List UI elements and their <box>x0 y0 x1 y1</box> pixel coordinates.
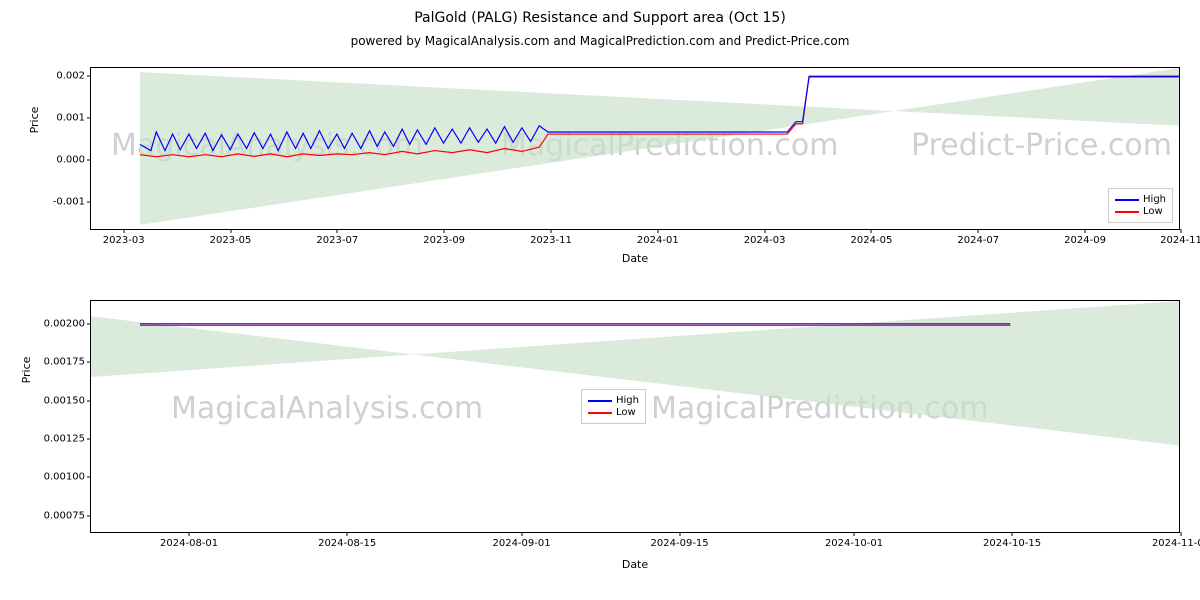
y-tick-label: 0.00100 <box>44 472 91 483</box>
y-tick-label: 0.00125 <box>44 433 91 444</box>
figure-root: PalGold (PALG) Resistance and Support ar… <box>0 0 1200 600</box>
y-tick-mark <box>87 400 91 401</box>
y-tick-mark <box>87 201 91 202</box>
x-tick-mark <box>1181 229 1182 233</box>
legend-item-low: Low <box>1115 206 1166 217</box>
legend-item-low: Low <box>588 407 639 418</box>
y-tick-mark <box>87 118 91 119</box>
x-tick-mark <box>1085 229 1086 233</box>
y-tick-label: 0.00075 <box>44 510 91 521</box>
figure-title-sub: powered by MagicalAnalysis.com and Magic… <box>0 34 1200 48</box>
legend-swatch <box>588 400 612 402</box>
xlabel-bottom: Date <box>90 558 1180 571</box>
legend-swatch <box>1115 199 1139 201</box>
y-tick-mark <box>87 76 91 77</box>
y-tick-mark <box>87 477 91 478</box>
x-tick-mark <box>189 532 190 536</box>
ylabel-top: Price <box>28 60 41 180</box>
chart-panel-bottom: MagicalAnalysis.com MagicalPrediction.co… <box>90 300 1180 533</box>
legend-label: Low <box>1143 206 1163 217</box>
x-tick-mark <box>871 229 872 233</box>
x-tick-mark <box>444 229 445 233</box>
legend-item-high: High <box>588 395 639 406</box>
x-tick-mark <box>347 532 348 536</box>
x-tick-mark <box>764 229 765 233</box>
ylabel-bottom: Price <box>20 290 33 450</box>
legend-bottom: High Low <box>581 389 646 424</box>
y-tick-label: 0.002 <box>56 71 91 82</box>
legend-top: High Low <box>1108 188 1173 223</box>
x-tick-mark <box>230 229 231 233</box>
legend-swatch <box>588 412 612 414</box>
x-tick-mark <box>1181 532 1182 536</box>
support-resistance-band <box>140 68 1179 225</box>
y-tick-label: -0.001 <box>53 196 91 207</box>
y-tick-mark <box>87 159 91 160</box>
x-tick-mark <box>1012 532 1013 536</box>
legend-swatch <box>1115 211 1139 213</box>
x-tick-mark <box>978 229 979 233</box>
y-tick-label: 0.001 <box>56 113 91 124</box>
legend-label: Low <box>616 407 636 418</box>
legend-label: High <box>616 395 639 406</box>
chart-panel-top: MagicalAnalysis.com MagicalPrediction.co… <box>90 67 1180 230</box>
y-tick-label: 0.00175 <box>44 357 91 368</box>
y-tick-label: 0.000 <box>56 154 91 165</box>
x-tick-label: 2024-11-01 <box>1152 532 1200 549</box>
y-tick-label: 0.00200 <box>44 318 91 329</box>
y-tick-mark <box>87 362 91 363</box>
xlabel-top: Date <box>90 252 1180 265</box>
x-tick-mark <box>657 229 658 233</box>
x-tick-mark <box>123 229 124 233</box>
y-tick-mark <box>87 323 91 324</box>
y-tick-mark <box>87 438 91 439</box>
y-tick-label: 0.00150 <box>44 395 91 406</box>
figure-title-main: PalGold (PALG) Resistance and Support ar… <box>0 10 1200 26</box>
legend-item-high: High <box>1115 194 1166 205</box>
x-tick-mark <box>521 532 522 536</box>
chart-svg-top <box>91 68 1179 229</box>
x-tick-mark <box>550 229 551 233</box>
x-tick-mark <box>679 532 680 536</box>
x-tick-mark <box>337 229 338 233</box>
legend-label: High <box>1143 194 1166 205</box>
y-tick-mark <box>87 515 91 516</box>
x-tick-mark <box>854 532 855 536</box>
